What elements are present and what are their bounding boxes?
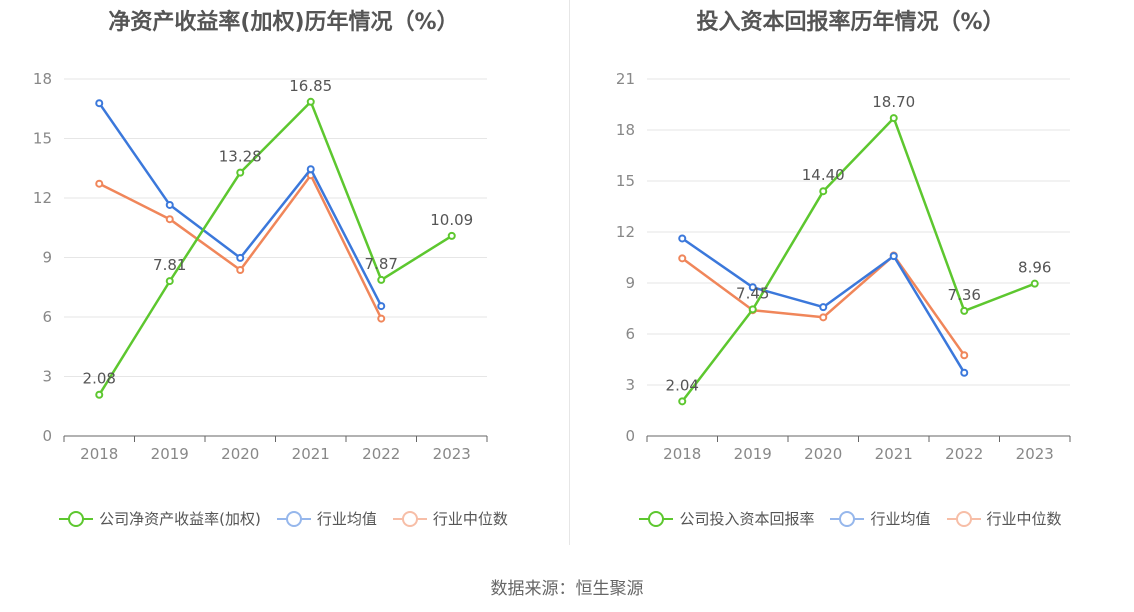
roic-y-tick-label: 6 (625, 325, 635, 343)
roe-point-1 (165, 200, 174, 209)
roe-point-2 (95, 179, 104, 188)
roic-point-1 (678, 234, 687, 243)
roe-legend-item[interactable]: 行业均值 (276, 508, 377, 529)
roe-chart-plot: 0 3 6 9 12 15 18 2018 2019 2020 2021 2022 2023 2.08 7.… (33, 70, 488, 463)
roe-y-tick-label: 3 (42, 368, 52, 386)
roic-x-tick-label: 2023 (1016, 445, 1054, 463)
roe-y-tick-label: 15 (33, 130, 52, 148)
roic-x-tick-label: 2021 (875, 445, 913, 463)
roe-y-tick-label: 18 (33, 70, 52, 88)
roe-x-tick-label: 2020 (221, 445, 259, 463)
roic-point-1 (819, 303, 828, 312)
roe-series-line-2 (98, 173, 383, 320)
roe-data-label: 7.87 (365, 255, 398, 273)
roic-data-label: 14.40 (802, 166, 845, 184)
roic-chart-legend: 公司投入资本回报率 行业均值 行业中位数 (567, 508, 1134, 529)
roic-point-1 (960, 368, 969, 377)
roe-point-0 (447, 231, 456, 240)
roic-legend-label: 公司投入资本回报率 (679, 510, 815, 528)
roe-point-2 (377, 314, 386, 323)
roe-legend-swatch (276, 510, 311, 527)
roic-legend-label: 行业均值 (870, 510, 931, 528)
roic-y-tick-label: 21 (616, 70, 635, 88)
roic-data-label: 8.96 (1018, 259, 1051, 277)
roic-legend-label: 行业中位数 (986, 510, 1062, 528)
roe-point-0 (306, 97, 315, 106)
roe-legend-label: 行业均值 (316, 510, 377, 528)
roe-legend-swatch (392, 510, 427, 527)
roe-legend-label: 公司净资产收益率(加权) (99, 510, 261, 528)
roic-legend-swatch (830, 510, 865, 527)
roe-data-label: 2.08 (83, 370, 116, 388)
roic-x-tick-label: 2020 (804, 445, 842, 463)
roic-legend-swatch (946, 510, 981, 527)
roe-point-1 (377, 302, 386, 311)
roic-series-line-0 (681, 116, 1036, 403)
roe-x-tick-label: 2018 (80, 445, 118, 463)
roe-series-line-0 (98, 100, 453, 396)
roe-data-label: 10.09 (430, 211, 473, 229)
roic-point-2 (960, 351, 969, 360)
roe-legend-item[interactable]: 公司净资产收益率(加权) (59, 508, 261, 529)
roic-point-0 (748, 305, 757, 314)
roic-data-label: 2.04 (666, 376, 699, 394)
roe-data-label: 16.85 (289, 77, 332, 95)
roe-point-2 (236, 265, 245, 274)
roe-point-0 (165, 277, 174, 286)
roic-x-tick-label: 2022 (945, 445, 983, 463)
roe-point-1 (95, 99, 104, 108)
roic-chart-panel: 投入资本回报率历年情况（%） 0 3 6 9 12 15 18 21 2018 2019 2020 2… (567, 0, 1134, 560)
roe-data-label: 7.81 (153, 256, 186, 274)
roe-point-1 (236, 253, 245, 262)
roe-x-tick-label: 2023 (433, 445, 471, 463)
roe-point-1 (306, 165, 315, 174)
roe-x-tick-label: 2019 (151, 445, 189, 463)
roe-point-2 (165, 215, 174, 224)
panel-divider (569, 0, 570, 545)
roic-point-2 (819, 313, 828, 322)
roic-point-1 (889, 252, 898, 261)
roic-y-tick-label: 9 (625, 274, 635, 292)
roic-y-tick-label: 15 (616, 172, 635, 190)
roe-legend-item[interactable]: 行业中位数 (392, 508, 508, 529)
roic-chart-title: 投入资本回报率历年情况（%） (696, 10, 1005, 35)
roic-point-0 (678, 397, 687, 406)
roic-point-0 (889, 114, 898, 123)
roic-data-label: 7.45 (736, 284, 769, 302)
roic-y-tick-label: 0 (625, 427, 635, 445)
roe-y-tick-label: 0 (42, 427, 52, 445)
roe-point-0 (236, 168, 245, 177)
roe-y-tick-label: 6 (42, 308, 52, 326)
roic-data-label: 7.36 (948, 286, 981, 304)
roic-point-0 (819, 187, 828, 196)
roe-x-tick-label: 2022 (362, 445, 400, 463)
roic-data-label: 18.70 (872, 93, 915, 111)
data-source-note: 数据来源：恒生聚源 (490, 579, 644, 599)
roe-point-0 (377, 275, 386, 284)
roic-point-0 (960, 306, 969, 315)
roic-y-tick-label: 12 (616, 223, 635, 241)
roic-x-tick-label: 2018 (663, 445, 701, 463)
roe-y-tick-label: 9 (42, 249, 52, 267)
roe-point-0 (95, 390, 104, 399)
roic-x-tick-label: 2019 (734, 445, 772, 463)
roe-chart-legend: 公司净资产收益率(加权) 行业均值 行业中位数 (0, 508, 567, 529)
roic-legend-swatch (639, 510, 674, 527)
roic-y-tick-label: 18 (616, 121, 635, 139)
roe-data-label: 13.28 (219, 148, 262, 166)
roe-x-tick-label: 2021 (292, 445, 330, 463)
roic-point-1 (748, 283, 757, 292)
roic-point-0 (1030, 279, 1039, 288)
roe-legend-label: 行业中位数 (432, 510, 508, 528)
roic-legend-item[interactable]: 公司投入资本回报率 (639, 508, 814, 529)
roe-chart-title: 净资产收益率(加权)历年情况（%） (108, 10, 459, 35)
roic-y-tick-label: 3 (625, 376, 635, 394)
roe-legend-swatch (59, 510, 94, 527)
roic-point-2 (678, 254, 687, 263)
roic-chart-plot: 0 3 6 9 12 15 18 21 2018 2019 2020 2021 2022 2023 2.04… (616, 70, 1071, 463)
roe-y-tick-label: 12 (33, 189, 52, 207)
roic-legend-item[interactable]: 行业均值 (830, 508, 931, 529)
roe-chart-panel: 净资产收益率(加权)历年情况（%） 0 3 6 9 12 15 18 2018 2019 2020… (0, 0, 567, 560)
roic-legend-item[interactable]: 行业中位数 (946, 508, 1062, 529)
